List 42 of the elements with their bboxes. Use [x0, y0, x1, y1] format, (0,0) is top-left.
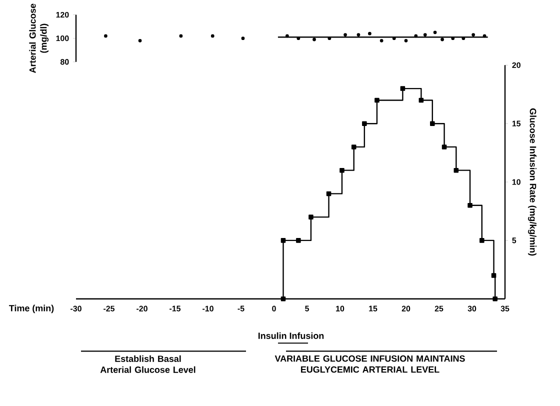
point [414, 34, 418, 38]
point [454, 168, 459, 173]
point [433, 30, 437, 34]
point [362, 121, 367, 126]
point [368, 32, 372, 36]
point [312, 38, 316, 42]
point [374, 98, 380, 103]
point [241, 36, 245, 40]
point [210, 34, 214, 38]
point [340, 168, 344, 173]
point [280, 296, 286, 302]
point [491, 273, 496, 278]
point [430, 121, 435, 126]
point [418, 98, 424, 103]
point [344, 33, 347, 36]
point [480, 238, 484, 243]
point [356, 33, 360, 36]
point [492, 296, 498, 302]
text: VARIABLE GLUCOSE INFUSION MAINTAINS EUGLYCEMIC ARTERIAL LEVEL [274, 355, 465, 373]
point [138, 38, 142, 42]
point [296, 238, 301, 243]
point [286, 34, 289, 38]
text: Insulin Infusion [258, 332, 324, 339]
point [326, 191, 332, 196]
point [308, 214, 314, 220]
point [468, 202, 472, 208]
point [442, 144, 447, 150]
point [351, 144, 356, 150]
point [400, 86, 406, 91]
y-axis-title: Arterial Glucose (mg/dl) [29, 4, 49, 73]
point [404, 38, 408, 42]
y2-axis-title: Glucose Infusion Rate (mg/kg/min) [528, 108, 536, 256]
x-axis-title: Time (min) [9, 304, 54, 314]
point [104, 34, 108, 38]
point [482, 34, 486, 38]
point [280, 238, 286, 243]
point [380, 38, 384, 42]
text: Establish Basal Arterial Glucose Level [100, 355, 196, 373]
point [440, 38, 444, 42]
point [423, 33, 427, 36]
point [179, 34, 183, 38]
point [472, 33, 476, 36]
